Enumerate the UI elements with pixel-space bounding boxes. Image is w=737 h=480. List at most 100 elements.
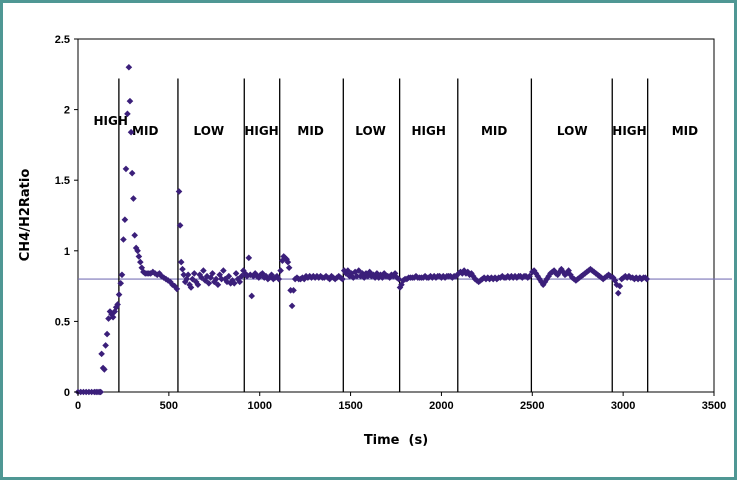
data-point (201, 277, 209, 284)
data-point (120, 236, 127, 243)
data-point (227, 279, 234, 287)
data-point (179, 265, 186, 273)
data-point (122, 165, 130, 173)
data-point (177, 258, 185, 266)
x-axis-title: Time (s) (364, 433, 428, 448)
region-label: MID (481, 124, 507, 138)
data-point (248, 292, 256, 300)
data-point (149, 268, 157, 276)
region-label: HIGH (94, 114, 128, 128)
data-point (109, 313, 117, 321)
data-point (126, 97, 134, 105)
data-point (135, 253, 143, 260)
data-point (209, 270, 216, 277)
data-point (464, 268, 472, 276)
data-point (262, 272, 270, 280)
data-point (277, 267, 284, 274)
data-point (203, 272, 211, 280)
data-point (187, 284, 195, 291)
data-point (236, 278, 244, 286)
data-point (558, 265, 565, 273)
y-tick-label: 1.5 (55, 175, 70, 187)
data-point (137, 258, 144, 266)
x-tick-label: 0 (75, 400, 81, 412)
data-point (326, 275, 333, 283)
data-point (196, 271, 204, 279)
data-point (164, 277, 172, 284)
data-point (229, 277, 236, 284)
data-point (218, 275, 225, 283)
data-point (151, 270, 159, 277)
data-point (364, 272, 372, 280)
region-label: HIGH (244, 124, 278, 138)
data-point (128, 169, 136, 177)
data-point (243, 272, 251, 280)
x-tick-label: 2500 (520, 400, 544, 412)
y-axis-ticks: 0 0.5 1 1.5 2 2.5 (55, 34, 78, 399)
data-point (169, 281, 176, 288)
data-point (357, 272, 364, 280)
scatter-chart: HIGH MID LOW HIGH MID LOW HIGH MID LOW HIGH MID 0 5… (18, 34, 732, 448)
data-point (167, 278, 174, 286)
data-point (359, 270, 366, 277)
data-point (268, 271, 275, 279)
data-point (284, 258, 292, 266)
data-point (103, 330, 111, 338)
data-point (190, 270, 198, 277)
data-point (342, 270, 350, 277)
data-point (212, 275, 220, 283)
data-point (134, 247, 141, 255)
data-point (614, 289, 622, 297)
data-point (344, 267, 352, 274)
data-point (245, 254, 253, 262)
data-point (241, 270, 249, 277)
data-point (238, 272, 245, 280)
data-point (183, 275, 190, 283)
data-point (225, 272, 233, 280)
data-point (147, 270, 154, 277)
data-point (452, 272, 460, 280)
data-point (180, 271, 188, 279)
data-point (460, 267, 468, 274)
data-point (153, 271, 161, 279)
region-label: LOW (557, 124, 588, 138)
data-point (186, 281, 193, 288)
data-point (176, 222, 184, 229)
x-tick-label: 2000 (429, 400, 453, 412)
data-point (200, 267, 207, 274)
region-label: MID (297, 124, 323, 138)
x-tick-label: 3000 (611, 400, 635, 412)
data-point (550, 267, 558, 274)
y-tick-label: 1 (64, 246, 70, 258)
data-point (102, 342, 109, 349)
data-point (611, 277, 619, 284)
region-label: HIGH (412, 124, 446, 138)
data-point (98, 350, 105, 358)
data-point (115, 291, 123, 298)
data-point (556, 268, 563, 276)
data-point (181, 278, 189, 286)
data-point (643, 275, 651, 283)
data-point (114, 301, 121, 308)
data-point (545, 272, 552, 280)
phase-boundaries (118, 78, 649, 392)
data-point (398, 281, 405, 288)
data-point (121, 216, 129, 224)
data-point (130, 195, 137, 202)
data-point (255, 274, 263, 281)
region-label: LOW (194, 124, 225, 138)
data-point (220, 267, 227, 274)
data-point (554, 271, 562, 279)
data-point (396, 284, 404, 291)
region-label: HIGH (612, 124, 646, 138)
data-point (106, 308, 114, 315)
data-point (300, 275, 308, 283)
region-label: MID (132, 124, 158, 138)
data-point (132, 244, 140, 252)
y-tick-label: 0 (64, 387, 70, 399)
data-point (240, 267, 247, 274)
data-point (616, 282, 624, 290)
data-point (214, 281, 222, 288)
x-tick-label: 500 (160, 400, 178, 412)
